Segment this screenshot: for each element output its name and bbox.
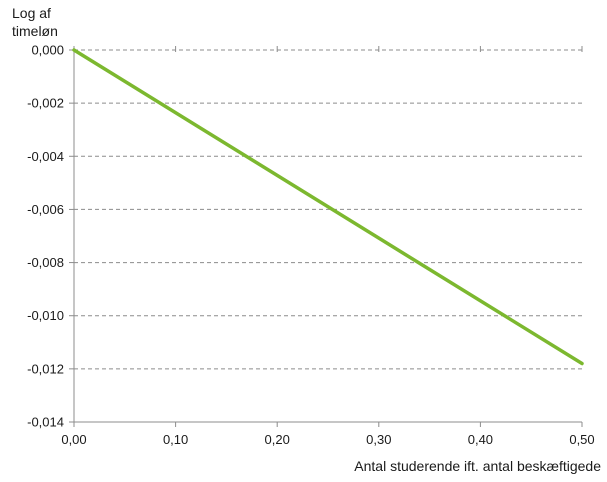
y-axis-label: Log af timeløn: [12, 5, 58, 39]
y-tick-label: -0,006: [27, 202, 64, 217]
y-tick-label: -0,012: [27, 361, 64, 376]
x-tick-label: 0,40: [468, 432, 493, 447]
y-tick-label: -0,004: [27, 149, 64, 164]
y-tick-label: -0,010: [27, 308, 64, 323]
y-tick-label: -0,014: [27, 415, 64, 430]
series-line: [72, 48, 584, 366]
x-tick-label: 0,10: [163, 432, 188, 447]
y-tick-label: -0,002: [27, 96, 64, 111]
x-tick-label: 0,50: [569, 432, 594, 447]
x-tick-label: 0,20: [265, 432, 290, 447]
y-tick-label: 0,000: [31, 43, 64, 58]
x-tick-label: 0,00: [61, 432, 86, 447]
x-axis-label: Antal studerende ift. antal beskæftigede: [354, 458, 601, 474]
x-tick-label: 0,30: [366, 432, 391, 447]
y-tick-label: -0,008: [27, 255, 64, 270]
